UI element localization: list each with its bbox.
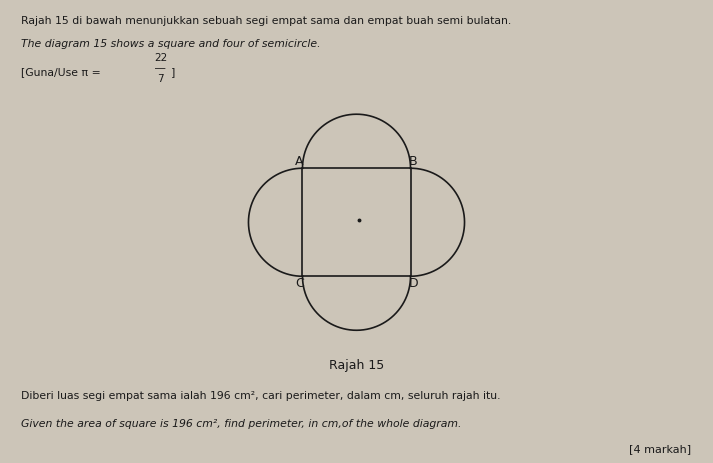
Text: Rajah 15: Rajah 15 xyxy=(329,359,384,372)
Text: [4 markah]: [4 markah] xyxy=(630,444,692,454)
Text: Rajah 15 di bawah menunjukkan sebuah segi empat sama dan empat buah semi bulatan: Rajah 15 di bawah menunjukkan sebuah seg… xyxy=(21,16,512,26)
Bar xyxy=(302,168,411,276)
Text: Diberi luas segi empat sama ialah 196 cm², cari perimeter, dalam cm, seluruh raj: Diberi luas segi empat sama ialah 196 cm… xyxy=(21,391,501,401)
Text: The diagram 15 shows a square and four of semicircle.: The diagram 15 shows a square and four o… xyxy=(21,39,321,50)
Text: C: C xyxy=(295,277,304,290)
Text: A: A xyxy=(295,155,304,168)
Text: D: D xyxy=(409,277,419,290)
Text: 22: 22 xyxy=(154,52,167,63)
Text: Given the area of square is 196 cm², find perimeter, in cm,of the whole diagram.: Given the area of square is 196 cm², fin… xyxy=(21,419,462,429)
Text: ―: ― xyxy=(155,63,165,73)
Text: [Guna/Use π =: [Guna/Use π = xyxy=(21,67,105,77)
Text: B: B xyxy=(409,155,418,168)
Text: ]: ] xyxy=(171,67,175,77)
Text: 7: 7 xyxy=(157,74,164,84)
